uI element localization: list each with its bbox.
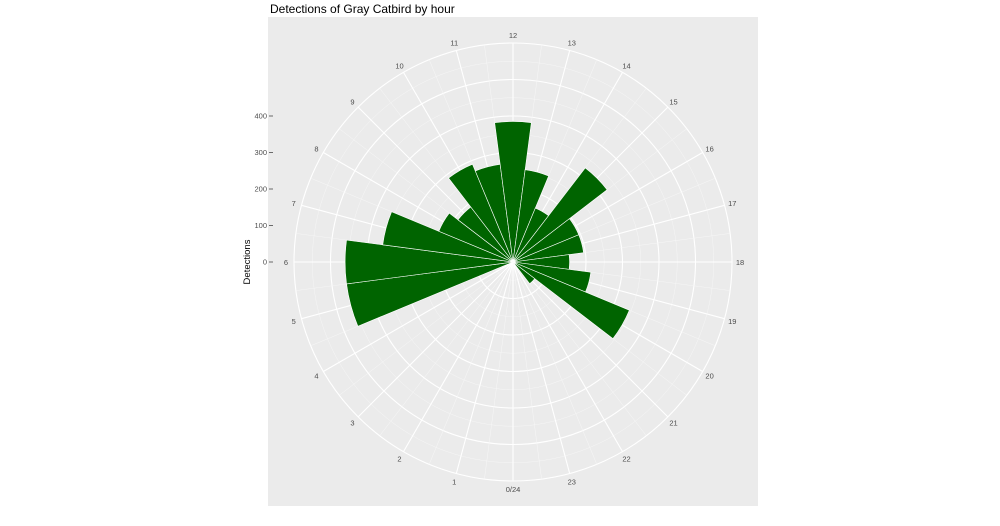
minor-spoke-line <box>512 261 598 465</box>
minor-spoke-line <box>428 261 514 465</box>
hour-label: 4 <box>314 372 318 381</box>
hour-label: 19 <box>728 317 736 326</box>
y-tick-label: 400 <box>254 112 267 121</box>
hour-label: 14 <box>622 61 630 70</box>
bar-hour-7 <box>382 211 514 263</box>
hour-label: 22 <box>622 455 630 464</box>
y-tick-label: 300 <box>254 148 267 157</box>
hour-label: 1 <box>452 477 456 486</box>
hour-label: 13 <box>568 39 576 48</box>
hour-label: 2 <box>397 455 401 464</box>
hour-label: 18 <box>736 258 744 267</box>
hour-tick-labels: 0/24123456789101112131415161718192021222… <box>284 31 744 494</box>
bars <box>344 121 630 340</box>
hour-label: 3 <box>350 419 354 428</box>
y-axis-title: Detections <box>242 239 253 284</box>
spoke-line <box>512 261 623 452</box>
minor-spoke-line <box>512 261 647 436</box>
hour-label: 5 <box>292 317 296 326</box>
minor-spoke-line <box>512 261 542 480</box>
hour-label: 23 <box>568 477 576 486</box>
chart-title: Detections of Gray Catbird by hour <box>270 2 455 16</box>
spoke-line <box>403 261 514 452</box>
y-tick-label: 0 <box>263 258 267 267</box>
minor-spoke-line <box>339 261 514 396</box>
bar-hour-12 <box>494 121 532 263</box>
hour-label: 15 <box>669 97 677 106</box>
hour-label: 7 <box>292 199 296 208</box>
bar-hour-6 <box>344 239 514 285</box>
spoke-line <box>512 261 571 474</box>
spoke-line <box>512 261 669 418</box>
hour-label: 0/24 <box>506 485 521 494</box>
bar-hour-20 <box>512 261 630 340</box>
hour-label: 16 <box>705 145 713 154</box>
hour-label: 6 <box>284 258 288 267</box>
y-axis-ticks: 0 100 200 300 400 <box>254 112 273 267</box>
bar-hour-21 <box>512 261 536 285</box>
y-tick-label: 100 <box>254 221 267 230</box>
spoke-line <box>357 261 514 418</box>
spoke-line <box>323 261 514 372</box>
hour-label: 17 <box>728 199 736 208</box>
bar-hour-10 <box>448 163 514 263</box>
hour-label: 8 <box>314 145 318 154</box>
bar-hour-8 <box>438 212 514 263</box>
hour-label: 20 <box>705 372 713 381</box>
minor-spoke-line <box>484 261 514 480</box>
bar-hour-13 <box>512 169 550 263</box>
hour-label: 9 <box>350 97 354 106</box>
bar-hour-15 <box>512 167 608 263</box>
y-tick-label: 200 <box>254 185 267 194</box>
minor-spoke-line <box>379 261 514 436</box>
hour-label: 11 <box>450 39 458 48</box>
hour-label: 10 <box>395 61 403 70</box>
hour-label: 21 <box>669 419 677 428</box>
spoke-line <box>455 261 514 474</box>
hour-label: 12 <box>509 31 517 40</box>
bar-hour-17 <box>512 234 584 263</box>
